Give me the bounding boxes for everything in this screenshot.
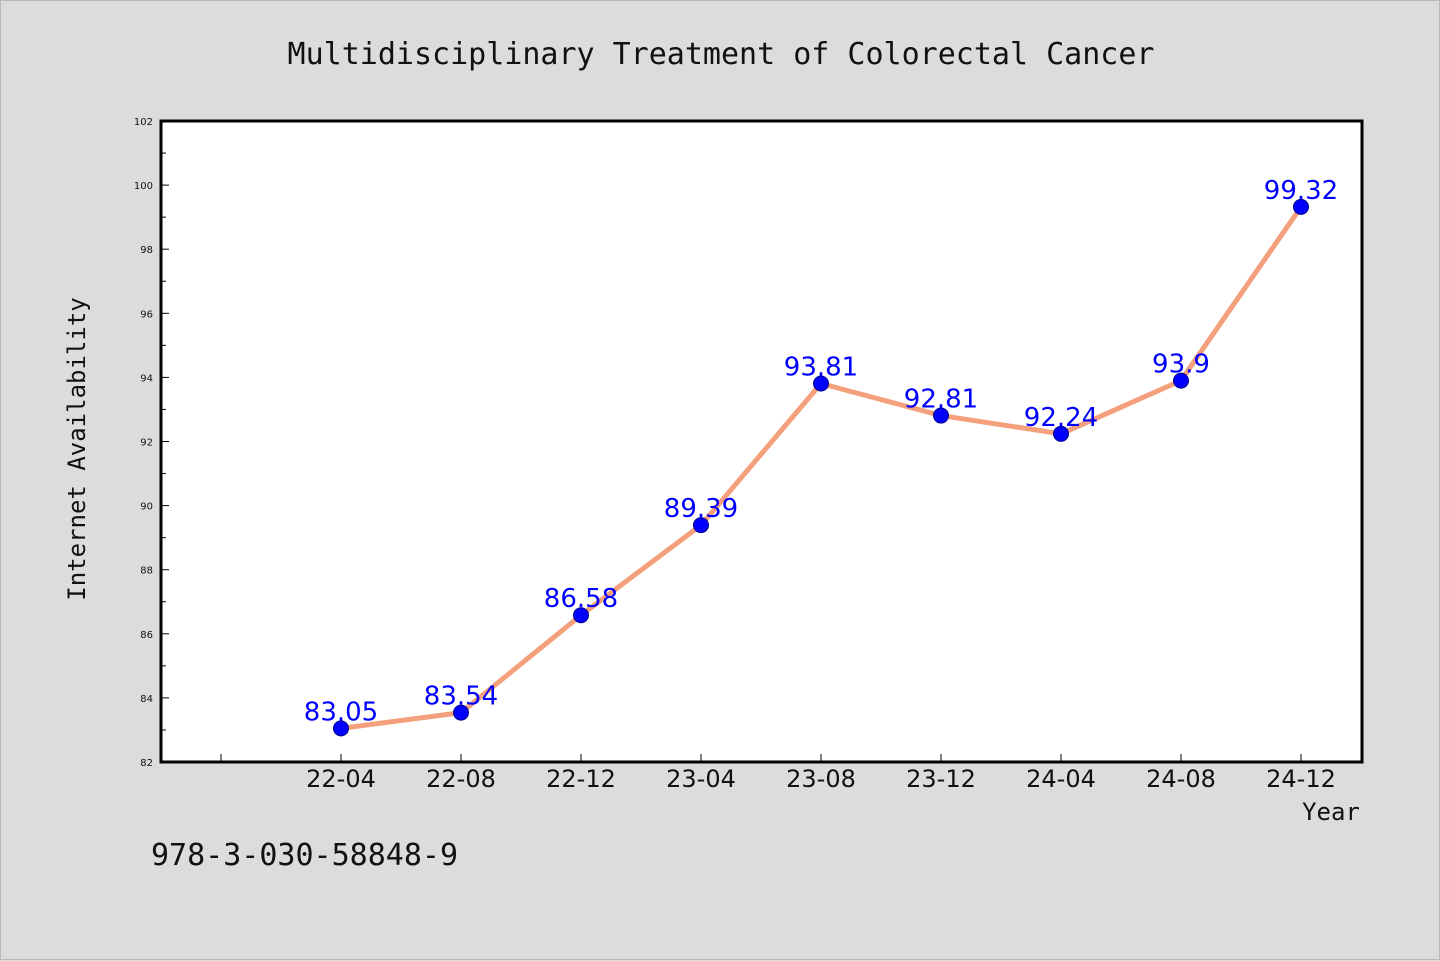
data-label: 92.81 <box>904 385 978 415</box>
x-tick-label: 22-12 <box>546 765 616 793</box>
y-tick-label: 90 <box>140 502 153 513</box>
x-axis: 22-04 22-08 22-12 23-04 23-08 23-12 24-04 24-08… <box>220 754 1336 793</box>
chart-title: Multidisciplinary Treatment of Colorecta… <box>288 37 1155 72</box>
y-tick-label: 92 <box>140 438 153 449</box>
y-tick-label: 84 <box>140 694 153 705</box>
y-tick-label: 100 <box>134 181 153 192</box>
y-axis: 82 84 86 88 90 92 94 96 98 100 102 <box>134 117 169 769</box>
data-label: 83.54 <box>424 682 498 712</box>
data-point <box>573 607 589 624</box>
plot-area <box>159 119 1364 764</box>
data-point <box>813 375 829 392</box>
y-tick-label: 98 <box>140 245 153 256</box>
data-label: 93.9 <box>1152 350 1210 380</box>
x-tick-label: 23-04 <box>666 765 736 793</box>
data-point <box>453 704 469 721</box>
data-label: 86.58 <box>544 584 618 614</box>
data-labels: 83.05 83.54 86.58 89.39 93.81 92.81 92.24 93.9 9… <box>304 176 1338 727</box>
series-markers <box>333 198 1309 737</box>
data-point <box>1173 372 1189 389</box>
x-tick-label: 22-04 <box>306 765 376 793</box>
data-point <box>1053 425 1069 442</box>
y-axis-label: Internet Availability <box>63 297 91 600</box>
x-tick-label: 24-04 <box>1026 765 1096 793</box>
data-label: 93.81 <box>784 352 858 382</box>
y-tick-label: 88 <box>140 566 153 577</box>
y-tick-label: 82 <box>140 758 153 769</box>
data-point <box>1293 198 1309 215</box>
data-label: 89.39 <box>664 494 738 524</box>
y-tick-label: 102 <box>134 117 153 128</box>
x-tick-label: 22-08 <box>426 765 496 793</box>
x-tick-label: 24-08 <box>1146 765 1216 793</box>
x-tick-label: 23-12 <box>906 765 976 793</box>
y-tick-label: 86 <box>140 630 153 641</box>
data-point <box>933 407 949 424</box>
data-label: 92.24 <box>1024 403 1098 433</box>
x-tick-label: 23-08 <box>786 765 856 793</box>
y-tick-label: 96 <box>140 309 153 320</box>
data-point <box>333 720 349 737</box>
data-label: 99.32 <box>1264 176 1338 206</box>
data-label: 83.05 <box>304 697 378 727</box>
data-point <box>693 517 709 534</box>
y-tick-label: 94 <box>140 373 153 384</box>
x-tick-label: 24-12 <box>1266 765 1336 793</box>
x-axis-label: Year <box>1302 798 1360 826</box>
footnote: 978-3-030-58848-9 <box>151 838 458 873</box>
